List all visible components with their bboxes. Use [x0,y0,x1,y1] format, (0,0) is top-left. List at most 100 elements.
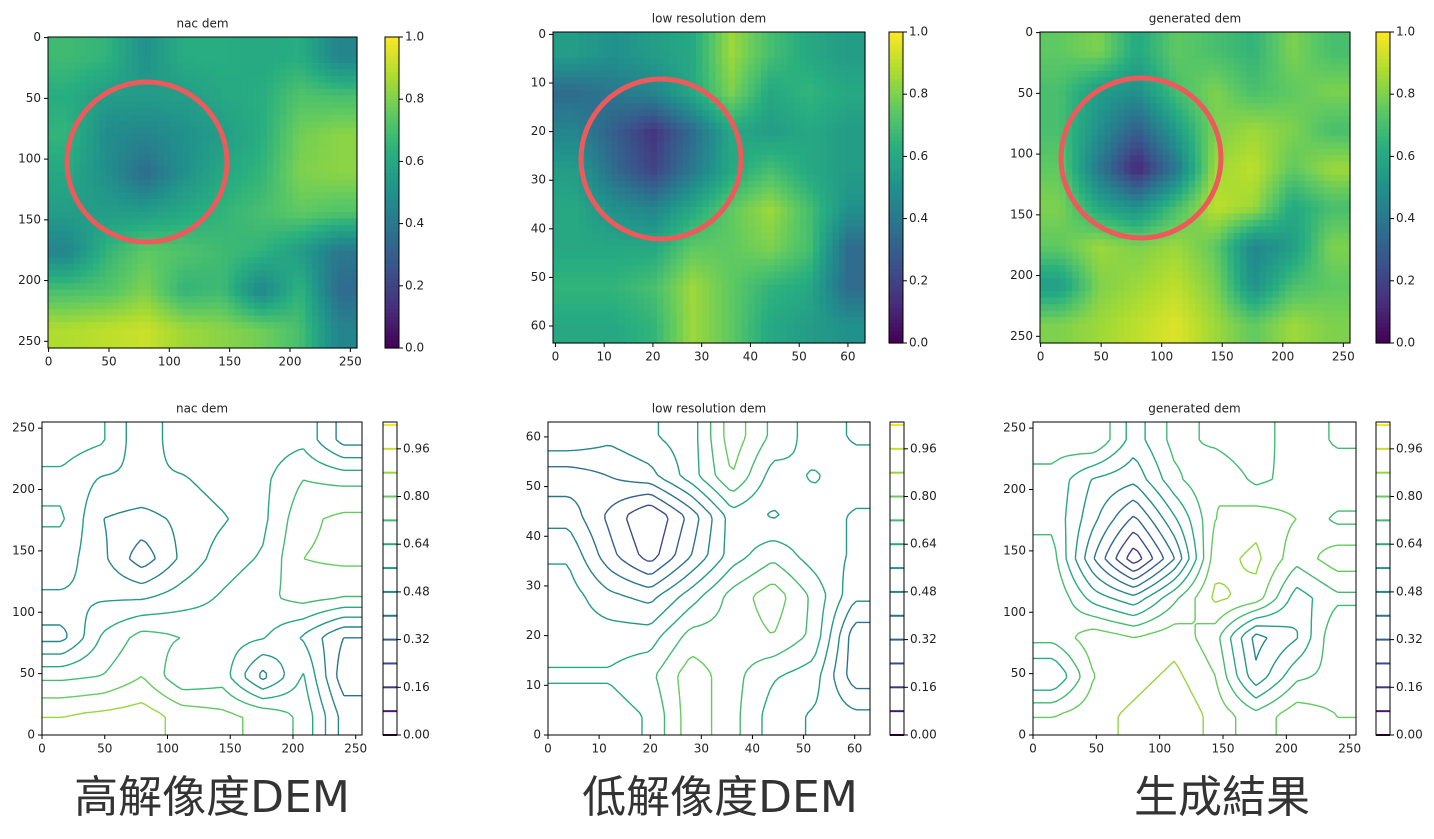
heatmap-cell [157,173,164,180]
heatmap-cell [203,309,210,316]
heatmap-cell [657,175,664,182]
heatmap-cell [222,264,229,271]
heatmap-cell [183,205,190,212]
heatmap-cell [722,265,729,272]
heatmap-cell [299,329,306,336]
heatmap-cell [228,309,235,316]
heatmap-cell [781,291,788,298]
heatmap-cell [657,194,664,201]
heatmap-cell [280,147,287,154]
heatmap-cell [331,277,338,284]
heatmap-cell [683,175,690,182]
heatmap-cell [299,218,306,225]
heatmap-cell [112,167,119,174]
heatmap-cell [119,264,126,271]
heatmap-cell [344,205,351,212]
heatmap-cell [215,56,222,63]
heatmap-cell [839,252,846,259]
heatmap-cell [267,218,274,225]
heatmap-cell [67,244,74,251]
heatmap-cell [807,272,814,279]
heatmap-cell [696,51,703,58]
heatmap-cell [331,231,338,238]
heatmap-cell [318,316,325,323]
heatmap-cell [235,141,242,148]
colorbar-step [889,273,903,277]
heatmap-cell [651,213,658,220]
heatmap-cell [774,168,781,175]
heatmap-cell [599,64,606,71]
heatmap-cell [1208,38,1215,45]
heatmap-cell [709,71,716,78]
heatmap-cell [703,149,710,156]
heatmap-cell [742,84,749,91]
heatmap-cell [164,128,171,135]
heatmap-cell [203,186,210,193]
heatmap-cell [846,298,853,305]
heatmap-cell [768,77,775,84]
heatmap-cell [1195,32,1202,39]
heatmap-cell [338,244,345,251]
heatmap-cell [203,335,210,342]
heatmap-cell [48,180,55,187]
heatmap-cell [592,142,599,149]
heatmap-cell [722,32,729,39]
heatmap-cell [248,251,255,258]
heatmap-cell [190,231,197,238]
heatmap-cell [325,290,332,297]
heatmap-cell [735,90,742,97]
heatmap-cell [729,324,736,331]
heatmap-cell [196,257,203,264]
heatmap-cell [1079,38,1086,45]
heatmap-cell [560,207,567,214]
heatmap-cell [625,168,632,175]
heatmap-cell [839,304,846,311]
heatmap-cell [755,311,762,318]
heatmap-cell [677,103,684,110]
heatmap-cell [273,231,280,238]
heatmap-cell [1221,45,1228,52]
heatmap-cell [190,283,197,290]
heatmap-cell [696,291,703,298]
heatmap-cell [306,186,313,193]
heatmap-cell [273,128,280,135]
heatmap-cell [1098,45,1105,52]
heatmap-cell [138,309,145,316]
heatmap-cell [138,244,145,251]
heatmap-cell [794,71,801,78]
heatmap-cell [846,129,853,136]
heatmap-cell [638,259,645,266]
heatmap-cell [813,175,820,182]
heatmap-cell [794,285,801,292]
heatmap-cell [286,212,293,219]
heatmap-cell [703,207,710,214]
heatmap-cell [299,180,306,187]
heatmap-cell [132,218,139,225]
heatmap-cell [48,76,55,83]
colorbar-step [889,168,903,172]
heatmap-cell [638,207,645,214]
heatmap-cell [807,200,814,207]
heatmap-cell [93,82,100,89]
heatmap-cell [1176,38,1183,45]
heatmap-cell [677,278,684,285]
heatmap-cell [560,129,567,136]
heatmap-cell [553,213,560,220]
heatmap-cell [93,238,100,245]
heatmap-cell [318,309,325,316]
heatmap-cell [177,303,184,310]
heatmap-cell [222,225,229,232]
heatmap-cell [566,142,573,149]
heatmap-cell [605,188,612,195]
heatmap-cell [566,175,573,182]
heatmap-cell [93,43,100,50]
heatmap-cell [48,63,55,70]
heatmap-cell [553,311,560,318]
heatmap-cell [638,252,645,259]
heatmap-cell [573,207,580,214]
heatmap-cell [690,38,697,45]
heatmap-cell [651,252,658,259]
heatmap-cell [761,110,768,117]
heatmap-cell [553,285,560,292]
heatmap-cell [312,316,319,323]
